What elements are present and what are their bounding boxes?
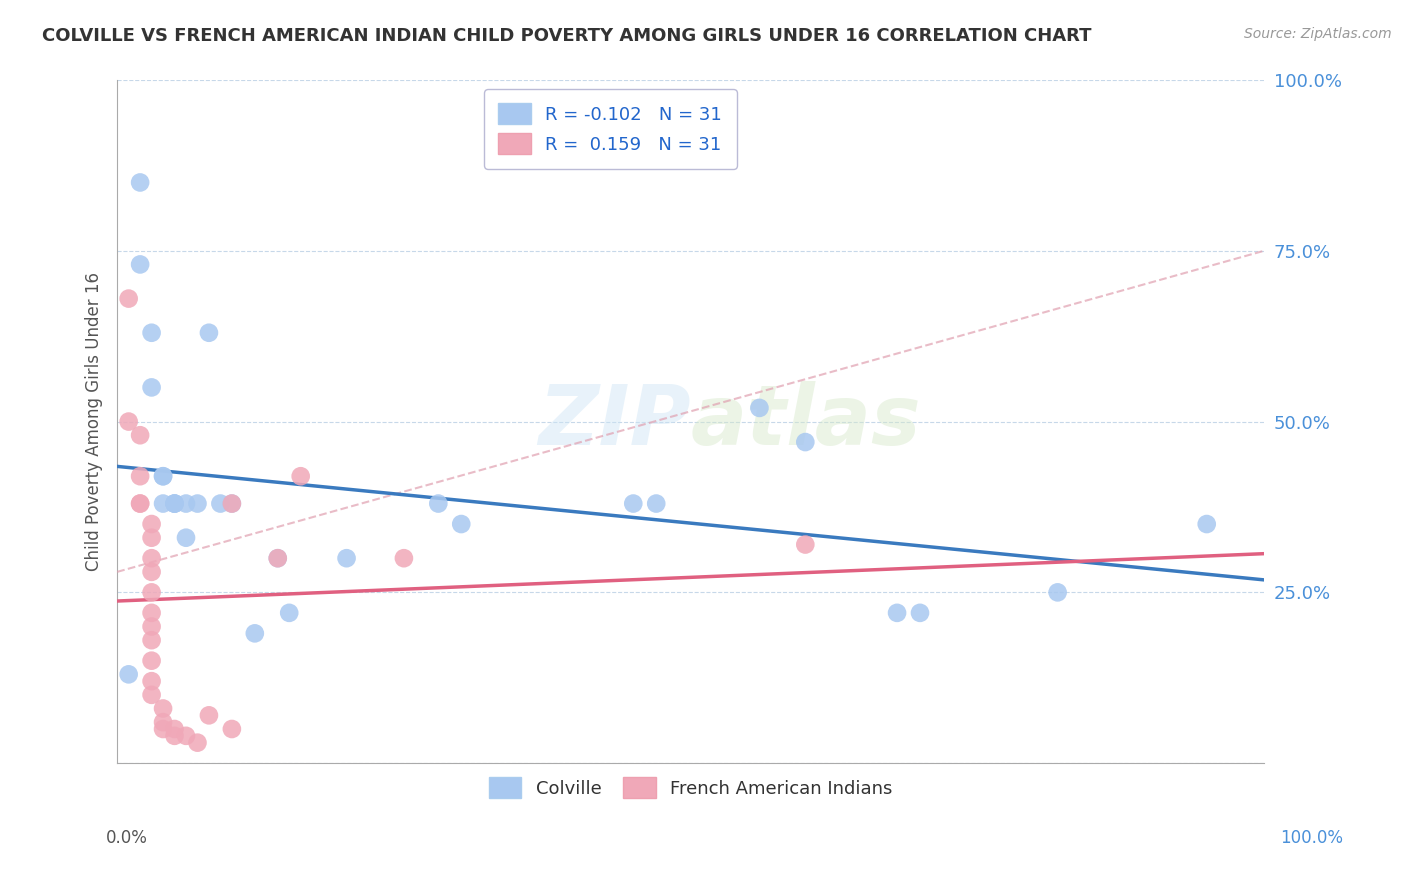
Point — [141, 606, 163, 620]
Point — [163, 497, 186, 511]
Point — [221, 497, 243, 511]
Point — [152, 722, 174, 736]
Point — [198, 708, 221, 723]
Point — [141, 688, 163, 702]
Point — [141, 551, 163, 566]
Point — [186, 736, 208, 750]
Point — [141, 565, 163, 579]
Point — [129, 176, 152, 190]
Point — [152, 469, 174, 483]
Text: COLVILLE VS FRENCH AMERICAN INDIAN CHILD POVERTY AMONG GIRLS UNDER 16 CORRELATIO: COLVILLE VS FRENCH AMERICAN INDIAN CHILD… — [42, 27, 1091, 45]
Text: atlas: atlas — [690, 381, 921, 462]
Point — [141, 516, 163, 531]
Point — [141, 654, 163, 668]
Point — [163, 497, 186, 511]
Point — [267, 551, 290, 566]
Text: Source: ZipAtlas.com: Source: ZipAtlas.com — [1244, 27, 1392, 41]
Point — [118, 292, 141, 306]
Point — [748, 401, 770, 415]
Point — [141, 585, 163, 599]
Point — [908, 606, 931, 620]
Point — [335, 551, 357, 566]
Point — [886, 606, 908, 620]
Point — [198, 326, 221, 340]
Point — [118, 415, 141, 429]
Point — [129, 469, 152, 483]
Point — [427, 497, 450, 511]
Point — [152, 469, 174, 483]
Point — [243, 626, 266, 640]
Point — [1046, 585, 1069, 599]
Point — [1195, 516, 1218, 531]
Point — [163, 729, 186, 743]
Point — [290, 469, 312, 483]
Point — [152, 701, 174, 715]
Point — [174, 497, 197, 511]
Point — [209, 497, 232, 511]
Point — [118, 667, 141, 681]
Point — [174, 531, 197, 545]
Point — [141, 531, 163, 545]
Point — [141, 674, 163, 689]
Legend: Colville, French American Indians: Colville, French American Indians — [482, 770, 900, 805]
Point — [129, 497, 152, 511]
Point — [141, 326, 163, 340]
Point — [129, 428, 152, 442]
Text: 100.0%: 100.0% — [1279, 829, 1343, 847]
Point — [645, 497, 668, 511]
Point — [221, 722, 243, 736]
Point — [152, 497, 174, 511]
Point — [174, 729, 197, 743]
Point — [278, 606, 301, 620]
Point — [621, 497, 644, 511]
Point — [129, 257, 152, 271]
Point — [392, 551, 415, 566]
Point — [221, 497, 243, 511]
Point — [141, 380, 163, 394]
Point — [152, 715, 174, 730]
Y-axis label: Child Poverty Among Girls Under 16: Child Poverty Among Girls Under 16 — [86, 272, 103, 571]
Point — [794, 435, 817, 450]
Text: ZIP: ZIP — [538, 381, 690, 462]
Point — [163, 497, 186, 511]
Point — [163, 722, 186, 736]
Point — [450, 516, 472, 531]
Point — [794, 537, 817, 551]
Point — [141, 633, 163, 648]
Point — [267, 551, 290, 566]
Point — [186, 497, 208, 511]
Text: 0.0%: 0.0% — [105, 829, 148, 847]
Point — [129, 497, 152, 511]
Point — [141, 619, 163, 633]
